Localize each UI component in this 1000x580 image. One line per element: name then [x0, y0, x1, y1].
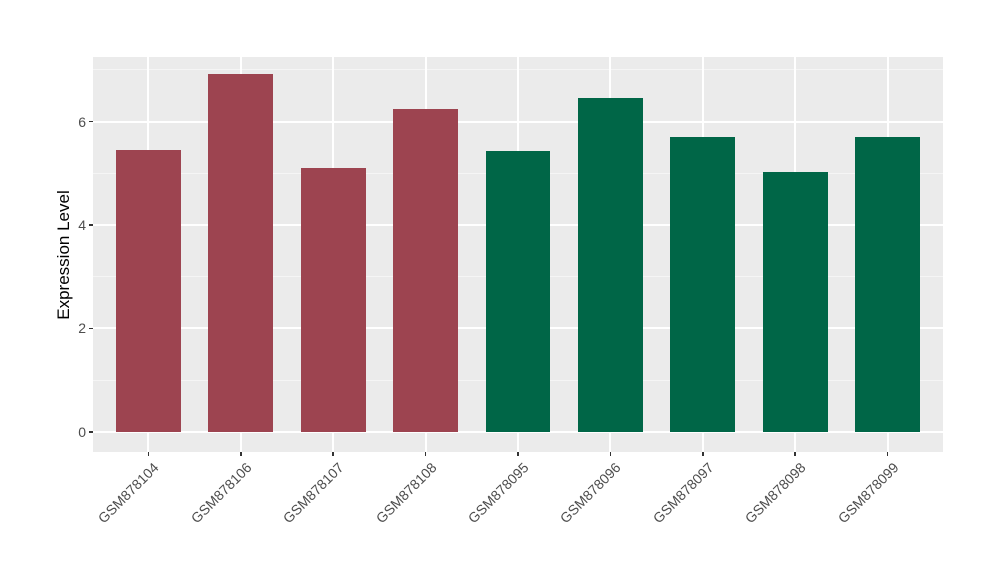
- x-tick-mark-3: [424, 452, 427, 456]
- x-tick-mark-2: [332, 452, 334, 456]
- y-tick-label-0: 0: [78, 423, 86, 440]
- y-tick-label-6: 6: [78, 113, 86, 130]
- y-tick-mark-2: [89, 327, 93, 330]
- bar-GSM878106: [208, 73, 274, 432]
- bar-GSM878096: [578, 97, 643, 432]
- bar-GSM878095: [485, 151, 551, 432]
- bar-GSM878108: [393, 108, 458, 432]
- y-tick-mark-0: [89, 431, 93, 433]
- y-axis-title: Expression Level: [54, 189, 73, 320]
- x-tick-mark-1: [240, 452, 242, 456]
- bar-GSM878098: [762, 172, 828, 432]
- y-tick-mark-6: [89, 120, 93, 123]
- y-tick-mark-4: [89, 224, 93, 226]
- bar-GSM878104: [116, 149, 181, 432]
- bar-GSM878097: [670, 137, 736, 432]
- y-tick-label-2: 2: [78, 320, 86, 337]
- x-tick-mark-5: [609, 452, 612, 456]
- bar-GSM878099: [855, 137, 920, 432]
- x-tick-mark-8: [886, 452, 889, 456]
- plot-panel: [93, 57, 943, 452]
- x-tick-mark-0: [147, 452, 150, 456]
- bar-GSM878107: [300, 168, 366, 432]
- x-tick-mark-4: [517, 452, 519, 456]
- x-tick-mark-7: [794, 452, 796, 456]
- y-tick-label-4: 4: [78, 217, 86, 234]
- x-tick-mark-6: [702, 452, 704, 456]
